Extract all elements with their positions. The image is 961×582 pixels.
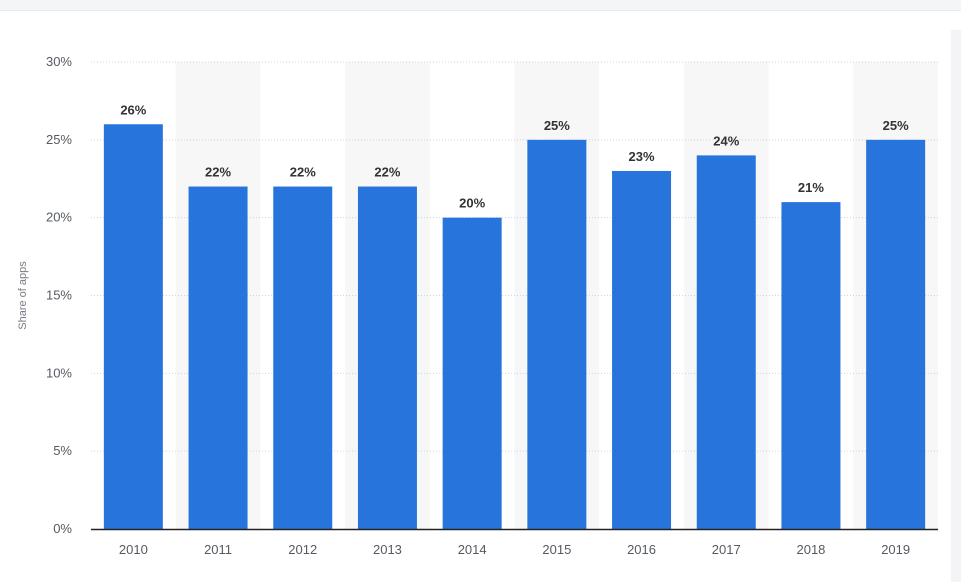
x-tick-label: 2017 [712, 542, 741, 557]
x-tick-label: 2018 [796, 542, 825, 557]
right-scroll-strip [951, 30, 961, 582]
x-tick-label: 2019 [881, 542, 910, 557]
data-label: 23% [629, 149, 655, 164]
bar [442, 217, 502, 529]
y-tick-label: 25% [46, 132, 72, 147]
bar [696, 155, 756, 529]
y-tick-label: 5% [53, 443, 72, 458]
bar [357, 186, 417, 530]
bar [866, 139, 926, 530]
x-tick-label: 2014 [458, 542, 487, 557]
x-tick-label: 2013 [373, 542, 402, 557]
x-tick-label: 2015 [542, 542, 571, 557]
data-label: 21% [798, 180, 824, 195]
y-axis-ticks: 0% 5% 10% 15% 20% 25% 30% [46, 54, 72, 536]
data-label: 22% [374, 165, 400, 180]
data-label: 26% [120, 102, 146, 117]
bar [103, 124, 163, 530]
bar [527, 139, 587, 530]
data-label: 25% [544, 118, 570, 133]
data-label: 25% [883, 118, 909, 133]
bars [103, 124, 926, 530]
data-label: 24% [713, 133, 739, 148]
bar [273, 186, 333, 530]
data-labels: 26% 22% 22% 22% 20% 25% 23% 24% 21% 25% [120, 102, 909, 210]
bar [188, 186, 248, 530]
y-tick-label: 15% [46, 288, 72, 303]
y-tick-label: 30% [46, 54, 72, 69]
data-label: 22% [205, 165, 231, 180]
top-strip [0, 0, 961, 11]
bar [612, 170, 672, 529]
y-tick-label: 20% [46, 210, 72, 225]
bar [781, 202, 841, 529]
x-axis-ticks: 2010 2011 2012 2013 2014 2015 2016 2017 2018 2019 [119, 542, 910, 557]
data-label: 22% [290, 165, 316, 180]
y-tick-label: 10% [46, 365, 72, 380]
data-label: 20% [459, 196, 485, 211]
x-tick-label: 2016 [627, 542, 656, 557]
x-tick-label: 2012 [288, 542, 317, 557]
x-tick-label: 2010 [119, 542, 148, 557]
x-tick-label: 2011 [204, 542, 232, 557]
y-axis-label: Share of apps [17, 261, 29, 330]
y-tick-label: 0% [53, 521, 72, 536]
